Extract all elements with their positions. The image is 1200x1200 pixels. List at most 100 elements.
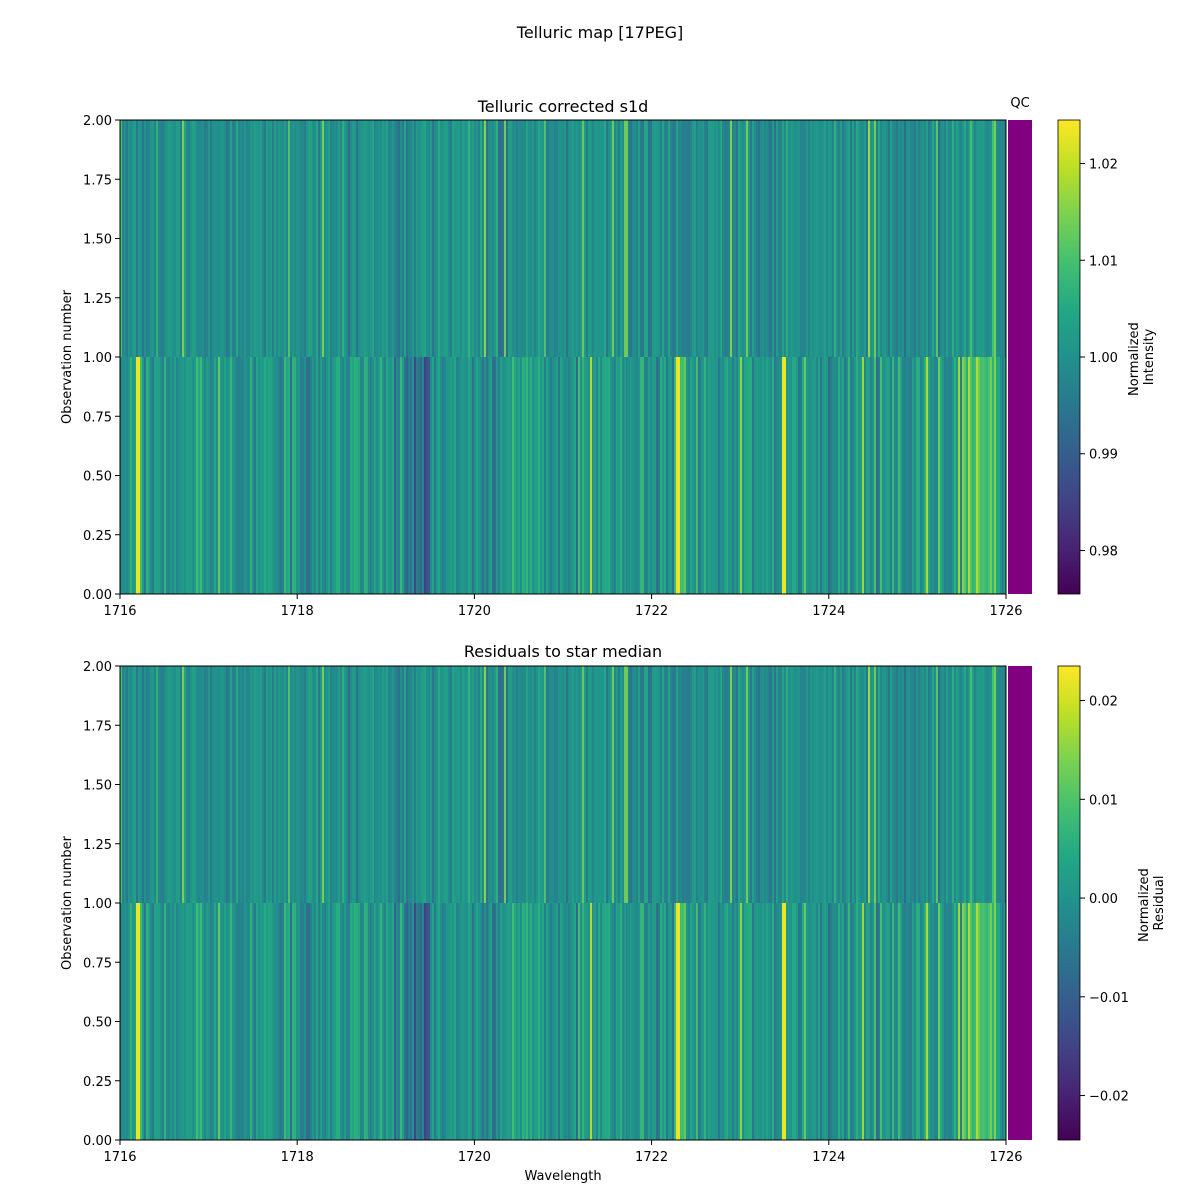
heatmap-cell <box>948 120 951 357</box>
heatmap-cell <box>480 357 483 594</box>
heatmap-cell <box>182 357 185 594</box>
heatmap-cell <box>946 120 949 357</box>
heatmap-cell <box>708 903 711 1140</box>
heatmap-cell <box>882 120 885 357</box>
heatmap-cell <box>518 666 521 903</box>
heatmap-cell <box>564 903 567 1140</box>
heatmap-cell <box>570 120 573 357</box>
heatmap-cell <box>474 666 477 903</box>
heatmap-cell <box>178 120 181 357</box>
heatmap-cell <box>906 120 909 357</box>
heatmap-cell <box>768 120 771 357</box>
heatmap-cell <box>212 666 215 903</box>
heatmap-cell <box>776 666 779 903</box>
heatmap-cell <box>304 357 307 594</box>
heatmap-cell <box>556 666 559 903</box>
heatmap-cell <box>530 357 533 594</box>
heatmap-cell <box>278 357 281 594</box>
heatmap-cell <box>488 120 491 357</box>
heatmap-cell <box>704 120 707 357</box>
heatmap-cell <box>174 666 177 903</box>
heatmap-cell <box>330 666 333 903</box>
heatmap-cell <box>910 120 913 357</box>
heatmap-cell <box>264 666 267 903</box>
heatmap-cell <box>474 903 477 1140</box>
heatmap-cell <box>536 120 539 357</box>
heatmap-cell <box>918 357 921 594</box>
heatmap-cell <box>602 903 605 1140</box>
heatmap-cell <box>560 357 563 594</box>
heatmap-cell <box>680 903 683 1140</box>
heatmap-cell <box>982 903 985 1140</box>
heatmap-cell <box>462 120 465 357</box>
heatmap-cell <box>846 666 849 903</box>
heatmap-cell <box>620 903 623 1140</box>
heatmap-cell <box>802 666 805 903</box>
heatmap-cell <box>536 903 539 1140</box>
heatmap-cell <box>796 120 799 357</box>
heatmap-cell <box>214 903 217 1140</box>
heatmap-cell <box>962 666 965 903</box>
heatmap-cell <box>732 357 735 594</box>
heatmap-cell <box>268 357 271 594</box>
heatmap-cell <box>256 666 259 903</box>
heatmap-cell <box>886 120 889 357</box>
heatmap-cell <box>230 666 233 903</box>
heatmap-cell <box>652 903 655 1140</box>
heatmap-cell <box>490 903 493 1140</box>
heatmap-cell <box>586 120 589 357</box>
heatmap-cell <box>546 120 549 357</box>
heatmap-cell <box>838 357 841 594</box>
heatmap-cell <box>274 666 277 903</box>
heatmap-cell <box>814 357 817 594</box>
heatmap-cell <box>362 666 365 903</box>
heatmap-cell <box>720 903 723 1140</box>
heatmap-cell <box>352 903 355 1140</box>
heatmap-cell <box>486 666 489 903</box>
heatmap-cell <box>976 666 979 903</box>
heatmap-cell <box>838 903 841 1140</box>
heatmap-cell <box>392 357 395 594</box>
heatmap-cell <box>322 666 325 903</box>
heatmap-cell <box>250 357 253 594</box>
heatmap-cell <box>564 120 567 357</box>
heatmap-cell <box>464 666 467 903</box>
figure-title: Telluric map [17PEG] <box>516 23 683 42</box>
heatmap-cell <box>258 120 261 357</box>
heatmap-cell <box>140 903 143 1140</box>
heatmap-cell <box>1000 903 1003 1140</box>
heatmap-cell <box>334 903 337 1140</box>
heatmap-cell <box>368 903 371 1140</box>
heatmap-cell <box>190 120 193 357</box>
heatmap-cell <box>128 666 131 903</box>
heatmap-cell <box>948 903 951 1140</box>
heatmap-cell <box>600 357 603 594</box>
heatmap-cell <box>140 357 143 594</box>
heatmap-cell <box>988 903 991 1140</box>
heatmap-cell <box>132 666 135 903</box>
heatmap-cell <box>842 357 845 594</box>
heatmap-cell <box>936 120 939 357</box>
heatmap-cell <box>390 357 393 594</box>
heatmap-cell <box>740 120 743 357</box>
heatmap-cell <box>668 357 671 594</box>
heatmap-cell <box>194 666 197 903</box>
heatmap-cell <box>832 903 835 1140</box>
heatmap-cell <box>198 903 201 1140</box>
heatmap-cell <box>532 120 535 357</box>
heatmap-cell <box>756 357 759 594</box>
heatmap-cell <box>264 357 267 594</box>
heatmap-cell <box>884 666 887 903</box>
qc-strip-telluric <box>1008 120 1032 594</box>
heatmap-cell <box>616 903 619 1140</box>
heatmap-cell <box>960 120 963 357</box>
heatmap-cell <box>490 120 493 357</box>
heatmap-cell <box>382 903 385 1140</box>
heatmap-cell <box>988 357 991 594</box>
heatmap-cell <box>768 357 771 594</box>
heatmap-cell <box>130 903 133 1140</box>
heatmap-cell <box>288 120 291 357</box>
heatmap-cell <box>396 357 399 594</box>
heatmap-cell <box>850 120 853 357</box>
heatmap-cell <box>282 120 285 357</box>
